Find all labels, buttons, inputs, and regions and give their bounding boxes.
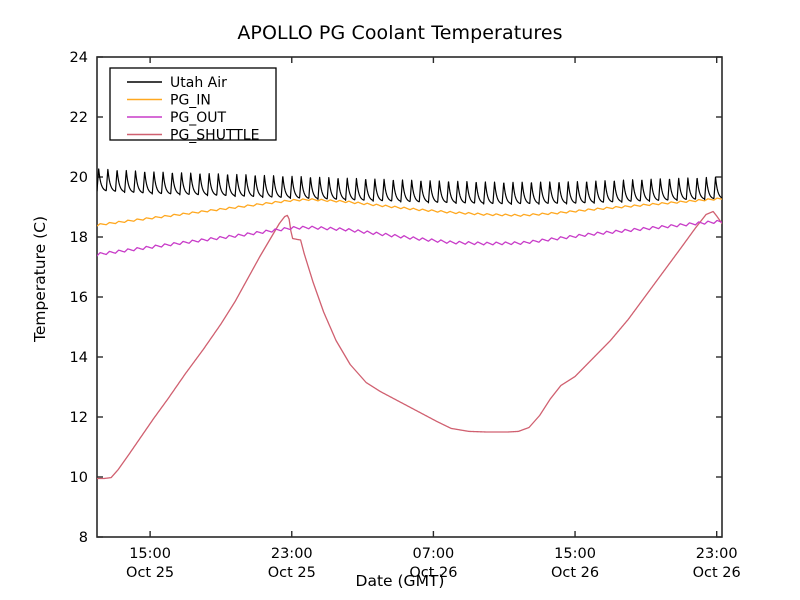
y-tick-label: 14 — [70, 350, 88, 366]
series-line-utah-air — [97, 168, 722, 205]
series-line-pg-shuttle — [97, 210, 722, 480]
x-tick-label-time: 15:00 — [129, 546, 171, 562]
page-title: APOLLO PG Coolant Temperatures — [237, 22, 563, 44]
y-tick-label: 22 — [70, 110, 88, 126]
x-tick-label-date: Oct 26 — [693, 565, 741, 581]
legend-label-pg-shuttle: PG_SHUTTLE — [170, 128, 259, 144]
y-tick-label: 8 — [79, 530, 88, 546]
y-tick-label: 18 — [70, 230, 88, 246]
y-tick-label: 20 — [70, 170, 88, 186]
y-tick-label: 10 — [70, 470, 88, 486]
y-tick-label: 16 — [70, 290, 88, 306]
legend-box — [109, 67, 277, 141]
series-line-pg-in — [97, 197, 722, 227]
x-tick-label-time: 23:00 — [271, 546, 313, 562]
x-axis-label: Date (GMT) — [355, 572, 445, 590]
legend-label-pg-in: PG_IN — [170, 93, 211, 109]
x-tick-label-date: Oct 25 — [268, 565, 316, 581]
series-group — [97, 168, 722, 480]
x-tick-label-date: Oct 26 — [551, 565, 599, 581]
x-tick-label-date: Oct 26 — [409, 565, 457, 581]
x-tick-label-time: 07:00 — [413, 546, 455, 562]
legend-label-pg-out: PG_OUT — [170, 110, 227, 126]
x-tick-label-date: Oct 25 — [126, 565, 174, 581]
x-tick-label-time: 15:00 — [554, 546, 596, 562]
x-tick-label-time: 23:00 — [696, 546, 738, 562]
y-tick-label: 12 — [70, 410, 88, 426]
series-line-pg-out — [97, 219, 722, 257]
y-tick-label: 24 — [70, 50, 88, 66]
legend-label-utah-air: Utah Air — [170, 75, 227, 91]
